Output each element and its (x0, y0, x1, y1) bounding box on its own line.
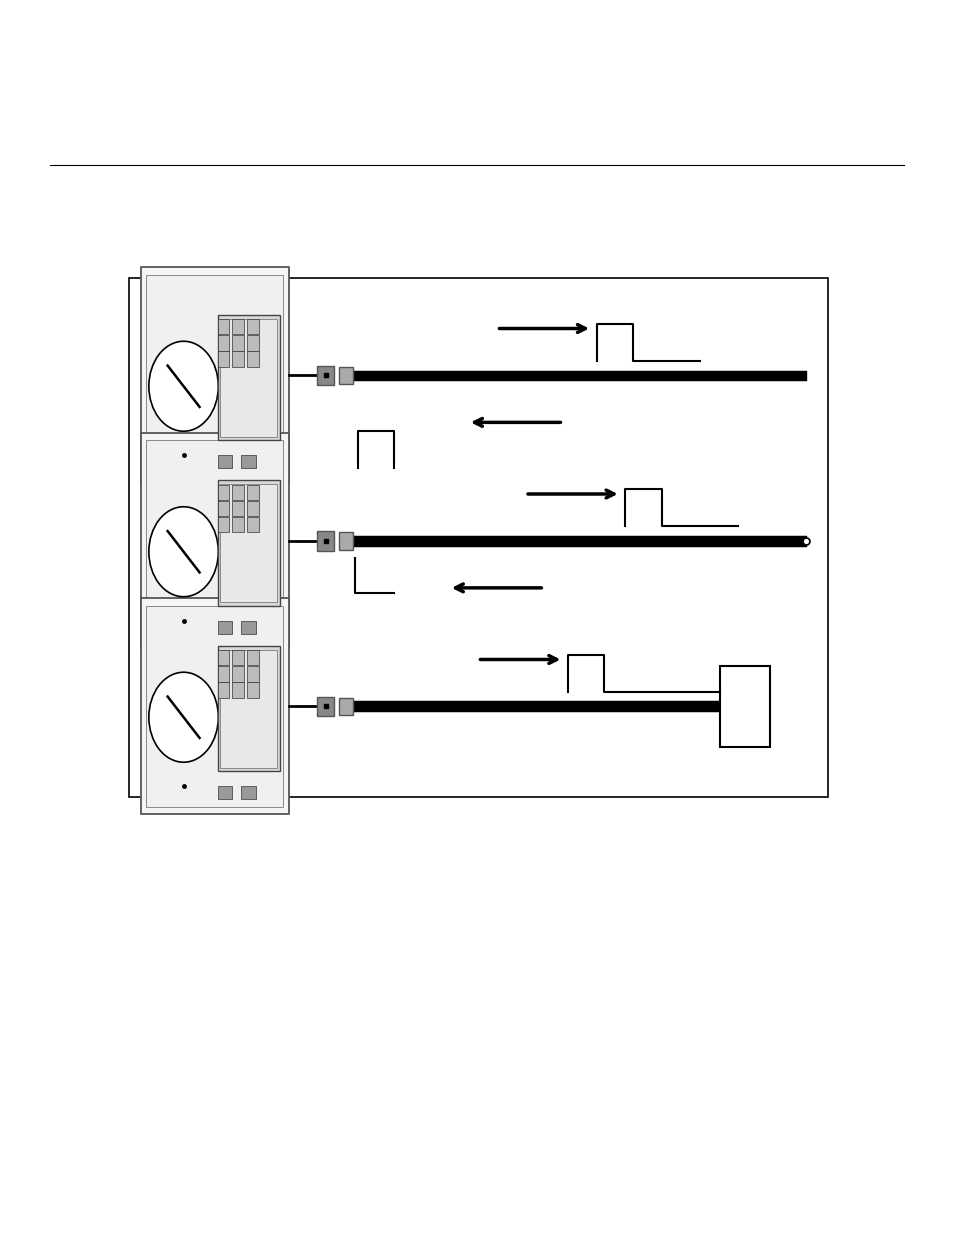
Bar (217, 319, 229, 335)
Bar (217, 352, 229, 367)
Bar (220, 650, 276, 767)
Bar (220, 319, 276, 437)
Bar (247, 352, 258, 367)
Bar (217, 315, 279, 441)
Bar (217, 787, 233, 799)
Bar (233, 352, 244, 367)
Bar (720, 667, 769, 746)
Bar (141, 268, 288, 484)
Bar (217, 650, 229, 666)
Bar (217, 683, 229, 698)
Circle shape (149, 506, 218, 597)
Bar (217, 456, 233, 468)
Bar (316, 697, 335, 716)
Bar (233, 335, 244, 351)
Bar (217, 480, 279, 605)
Bar (217, 666, 229, 682)
Bar (241, 787, 255, 799)
Bar (339, 698, 353, 715)
Bar (141, 433, 288, 650)
Bar (233, 650, 244, 666)
Bar (247, 335, 258, 351)
Bar (247, 500, 258, 516)
Bar (241, 621, 255, 634)
Bar (217, 500, 229, 516)
Bar (147, 275, 282, 477)
Bar (247, 517, 258, 532)
Bar (233, 517, 244, 532)
Bar (147, 605, 282, 808)
Bar (147, 441, 282, 642)
Bar (247, 683, 258, 698)
Bar (339, 532, 353, 550)
Bar (217, 335, 229, 351)
Bar (220, 484, 276, 601)
Bar (217, 646, 279, 771)
Bar (217, 484, 229, 500)
Bar (241, 456, 255, 468)
Bar (247, 666, 258, 682)
Bar (247, 650, 258, 666)
Bar (217, 517, 229, 532)
Bar (316, 531, 335, 551)
Bar (233, 319, 244, 335)
Bar (129, 278, 827, 797)
Bar (233, 500, 244, 516)
Bar (247, 484, 258, 500)
Bar (233, 666, 244, 682)
Bar (316, 366, 335, 385)
Circle shape (149, 672, 218, 762)
Bar (247, 319, 258, 335)
Bar (233, 683, 244, 698)
Circle shape (149, 341, 218, 431)
Bar (141, 598, 288, 815)
Bar (233, 484, 244, 500)
Bar (217, 621, 233, 634)
Bar (339, 367, 353, 384)
